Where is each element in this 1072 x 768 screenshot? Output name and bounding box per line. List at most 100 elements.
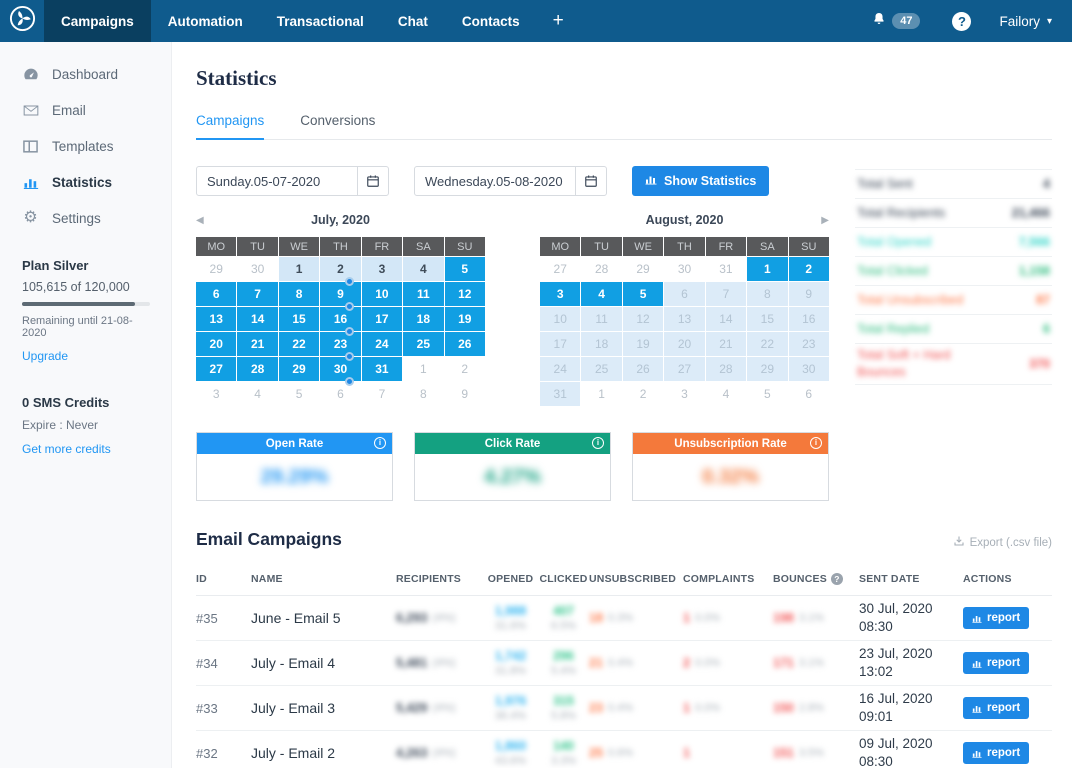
calendar-day[interactable]: 29: [747, 357, 788, 381]
calendar-day[interactable]: 7: [378, 387, 386, 401]
calendar-day[interactable]: 14: [237, 307, 278, 331]
calendar-day[interactable]: 2: [320, 257, 361, 286]
calendar-day[interactable]: 28: [237, 357, 278, 381]
calendar-day[interactable]: 15: [278, 307, 320, 331]
export-csv-link[interactable]: Export (.csv file): [953, 535, 1052, 550]
upgrade-link[interactable]: Upgrade: [22, 349, 69, 363]
calendar-day[interactable]: 22: [278, 332, 320, 356]
calendar-day[interactable]: 27: [553, 262, 567, 276]
calendar-day[interactable]: 5: [764, 387, 771, 401]
calendar-day[interactable]: 2: [788, 257, 829, 281]
info-icon[interactable]: i: [374, 437, 386, 449]
nav-item-transactional[interactable]: Transactional: [260, 0, 381, 42]
add-app-button[interactable]: +: [537, 0, 580, 42]
calendar-day[interactable]: 5: [622, 282, 664, 306]
calendar-day[interactable]: 3: [540, 282, 581, 306]
calendar-day[interactable]: 29: [209, 262, 223, 276]
calendar-day[interactable]: 4: [254, 387, 261, 401]
calendar-day[interactable]: 8: [747, 282, 788, 306]
calendar-day[interactable]: 6: [664, 282, 705, 306]
calendar-day[interactable]: 8: [278, 282, 320, 306]
calendar-day[interactable]: 9: [320, 282, 361, 311]
calendar-day[interactable]: 1: [598, 387, 605, 401]
calendar-day[interactable]: 30: [250, 262, 265, 276]
show-statistics-button[interactable]: Show Statistics: [632, 166, 770, 196]
calendar-day[interactable]: 20: [196, 332, 237, 356]
report-button[interactable]: report: [963, 697, 1030, 719]
calendar-day[interactable]: 9: [788, 282, 829, 306]
nav-item-campaigns[interactable]: Campaigns: [44, 0, 151, 42]
calendar-day[interactable]: 3: [212, 387, 220, 401]
date-to-input[interactable]: Wednesday.05-08-2020: [414, 166, 607, 196]
info-icon[interactable]: i: [810, 437, 822, 449]
calendar-day[interactable]: 26: [444, 332, 485, 356]
tab-conversions[interactable]: Conversions: [300, 113, 375, 139]
nav-item-chat[interactable]: Chat: [381, 0, 445, 42]
calendar-day[interactable]: 23: [788, 332, 829, 356]
calendar-day[interactable]: 16: [320, 307, 361, 336]
calendar-day[interactable]: 13: [196, 307, 237, 331]
calendar-day[interactable]: 18: [581, 332, 622, 356]
calendar-day[interactable]: 30: [788, 357, 829, 381]
calendar-day[interactable]: 24: [540, 357, 581, 381]
calendar-day[interactable]: 5: [295, 387, 303, 401]
campaign-name[interactable]: July - Email 3: [251, 700, 336, 716]
calendar-day[interactable]: 11: [403, 282, 444, 306]
calendar-day[interactable]: 31: [361, 357, 403, 381]
help-button[interactable]: ?: [952, 11, 972, 31]
prev-month-icon[interactable]: ◀: [196, 214, 204, 226]
campaign-name[interactable]: June - Email 5: [251, 610, 341, 626]
calendar-day[interactable]: 24: [361, 332, 403, 356]
question-circle-icon[interactable]: ?: [830, 573, 843, 585]
calendar-day[interactable]: 22: [747, 332, 788, 356]
campaign-name[interactable]: July - Email 2: [251, 745, 336, 761]
account-menu[interactable]: Failory ▾: [999, 14, 1052, 29]
report-button[interactable]: report: [963, 742, 1030, 764]
calendar-day[interactable]: 12: [622, 307, 664, 331]
calendar-day[interactable]: 13: [664, 307, 705, 331]
calendar-day[interactable]: 25: [581, 357, 622, 381]
sidebar-item-templates[interactable]: Templates: [0, 128, 171, 164]
calendar-day[interactable]: 15: [747, 307, 788, 331]
calendar-day[interactable]: 6: [805, 387, 813, 401]
calendar-day[interactable]: 29: [278, 357, 320, 381]
calendar-day[interactable]: 11: [581, 307, 622, 331]
calendar-day[interactable]: 1: [747, 257, 788, 281]
next-month-icon[interactable]: ▶: [821, 214, 829, 226]
sidebar-item-settings[interactable]: ⚙ Settings: [0, 200, 171, 236]
calendar-day[interactable]: 9: [461, 387, 469, 401]
calendar-day[interactable]: 4: [403, 257, 444, 281]
notifications-button[interactable]: 47: [871, 11, 921, 32]
tab-campaigns[interactable]: Campaigns: [196, 113, 265, 140]
calendar-day[interactable]: 21: [705, 332, 747, 356]
calendar-day[interactable]: 4: [581, 282, 622, 306]
calendar-day[interactable]: 19: [622, 332, 664, 356]
calendar-day[interactable]: 21: [237, 332, 278, 356]
calendar-day[interactable]: 2: [461, 362, 469, 376]
calendar-day[interactable]: 28: [594, 262, 609, 276]
calendar-day[interactable]: 30: [320, 357, 361, 386]
calendar-day[interactable]: 1: [420, 362, 427, 376]
calendar-day[interactable]: 4: [722, 387, 730, 401]
calendar-day[interactable]: 27: [196, 357, 237, 381]
calendar-day[interactable]: 29: [636, 262, 650, 276]
calendar-day[interactable]: 3: [361, 257, 403, 281]
calendar-day[interactable]: 17: [540, 332, 581, 356]
sidebar-item-dashboard[interactable]: Dashboard: [0, 56, 171, 92]
calendar-day[interactable]: 1: [278, 257, 320, 281]
calendar-day[interactable]: 31: [719, 262, 733, 276]
calendar-day[interactable]: 25: [403, 332, 444, 356]
info-icon[interactable]: i: [592, 437, 604, 449]
calendar-day[interactable]: 20: [664, 332, 705, 356]
calendar-icon[interactable]: [357, 167, 388, 195]
calendar-day[interactable]: 8: [420, 387, 427, 401]
calendar-day[interactable]: 14: [705, 307, 747, 331]
calendar-day[interactable]: 19: [444, 307, 485, 331]
report-button[interactable]: report: [963, 607, 1030, 629]
calendar-day[interactable]: 16: [788, 307, 829, 331]
calendar-day[interactable]: 18: [403, 307, 444, 331]
calendar-day[interactable]: 10: [361, 282, 403, 306]
calendar-day[interactable]: 27: [664, 357, 705, 381]
get-more-credits-link[interactable]: Get more credits: [22, 442, 111, 456]
brand-logo[interactable]: [0, 0, 44, 42]
